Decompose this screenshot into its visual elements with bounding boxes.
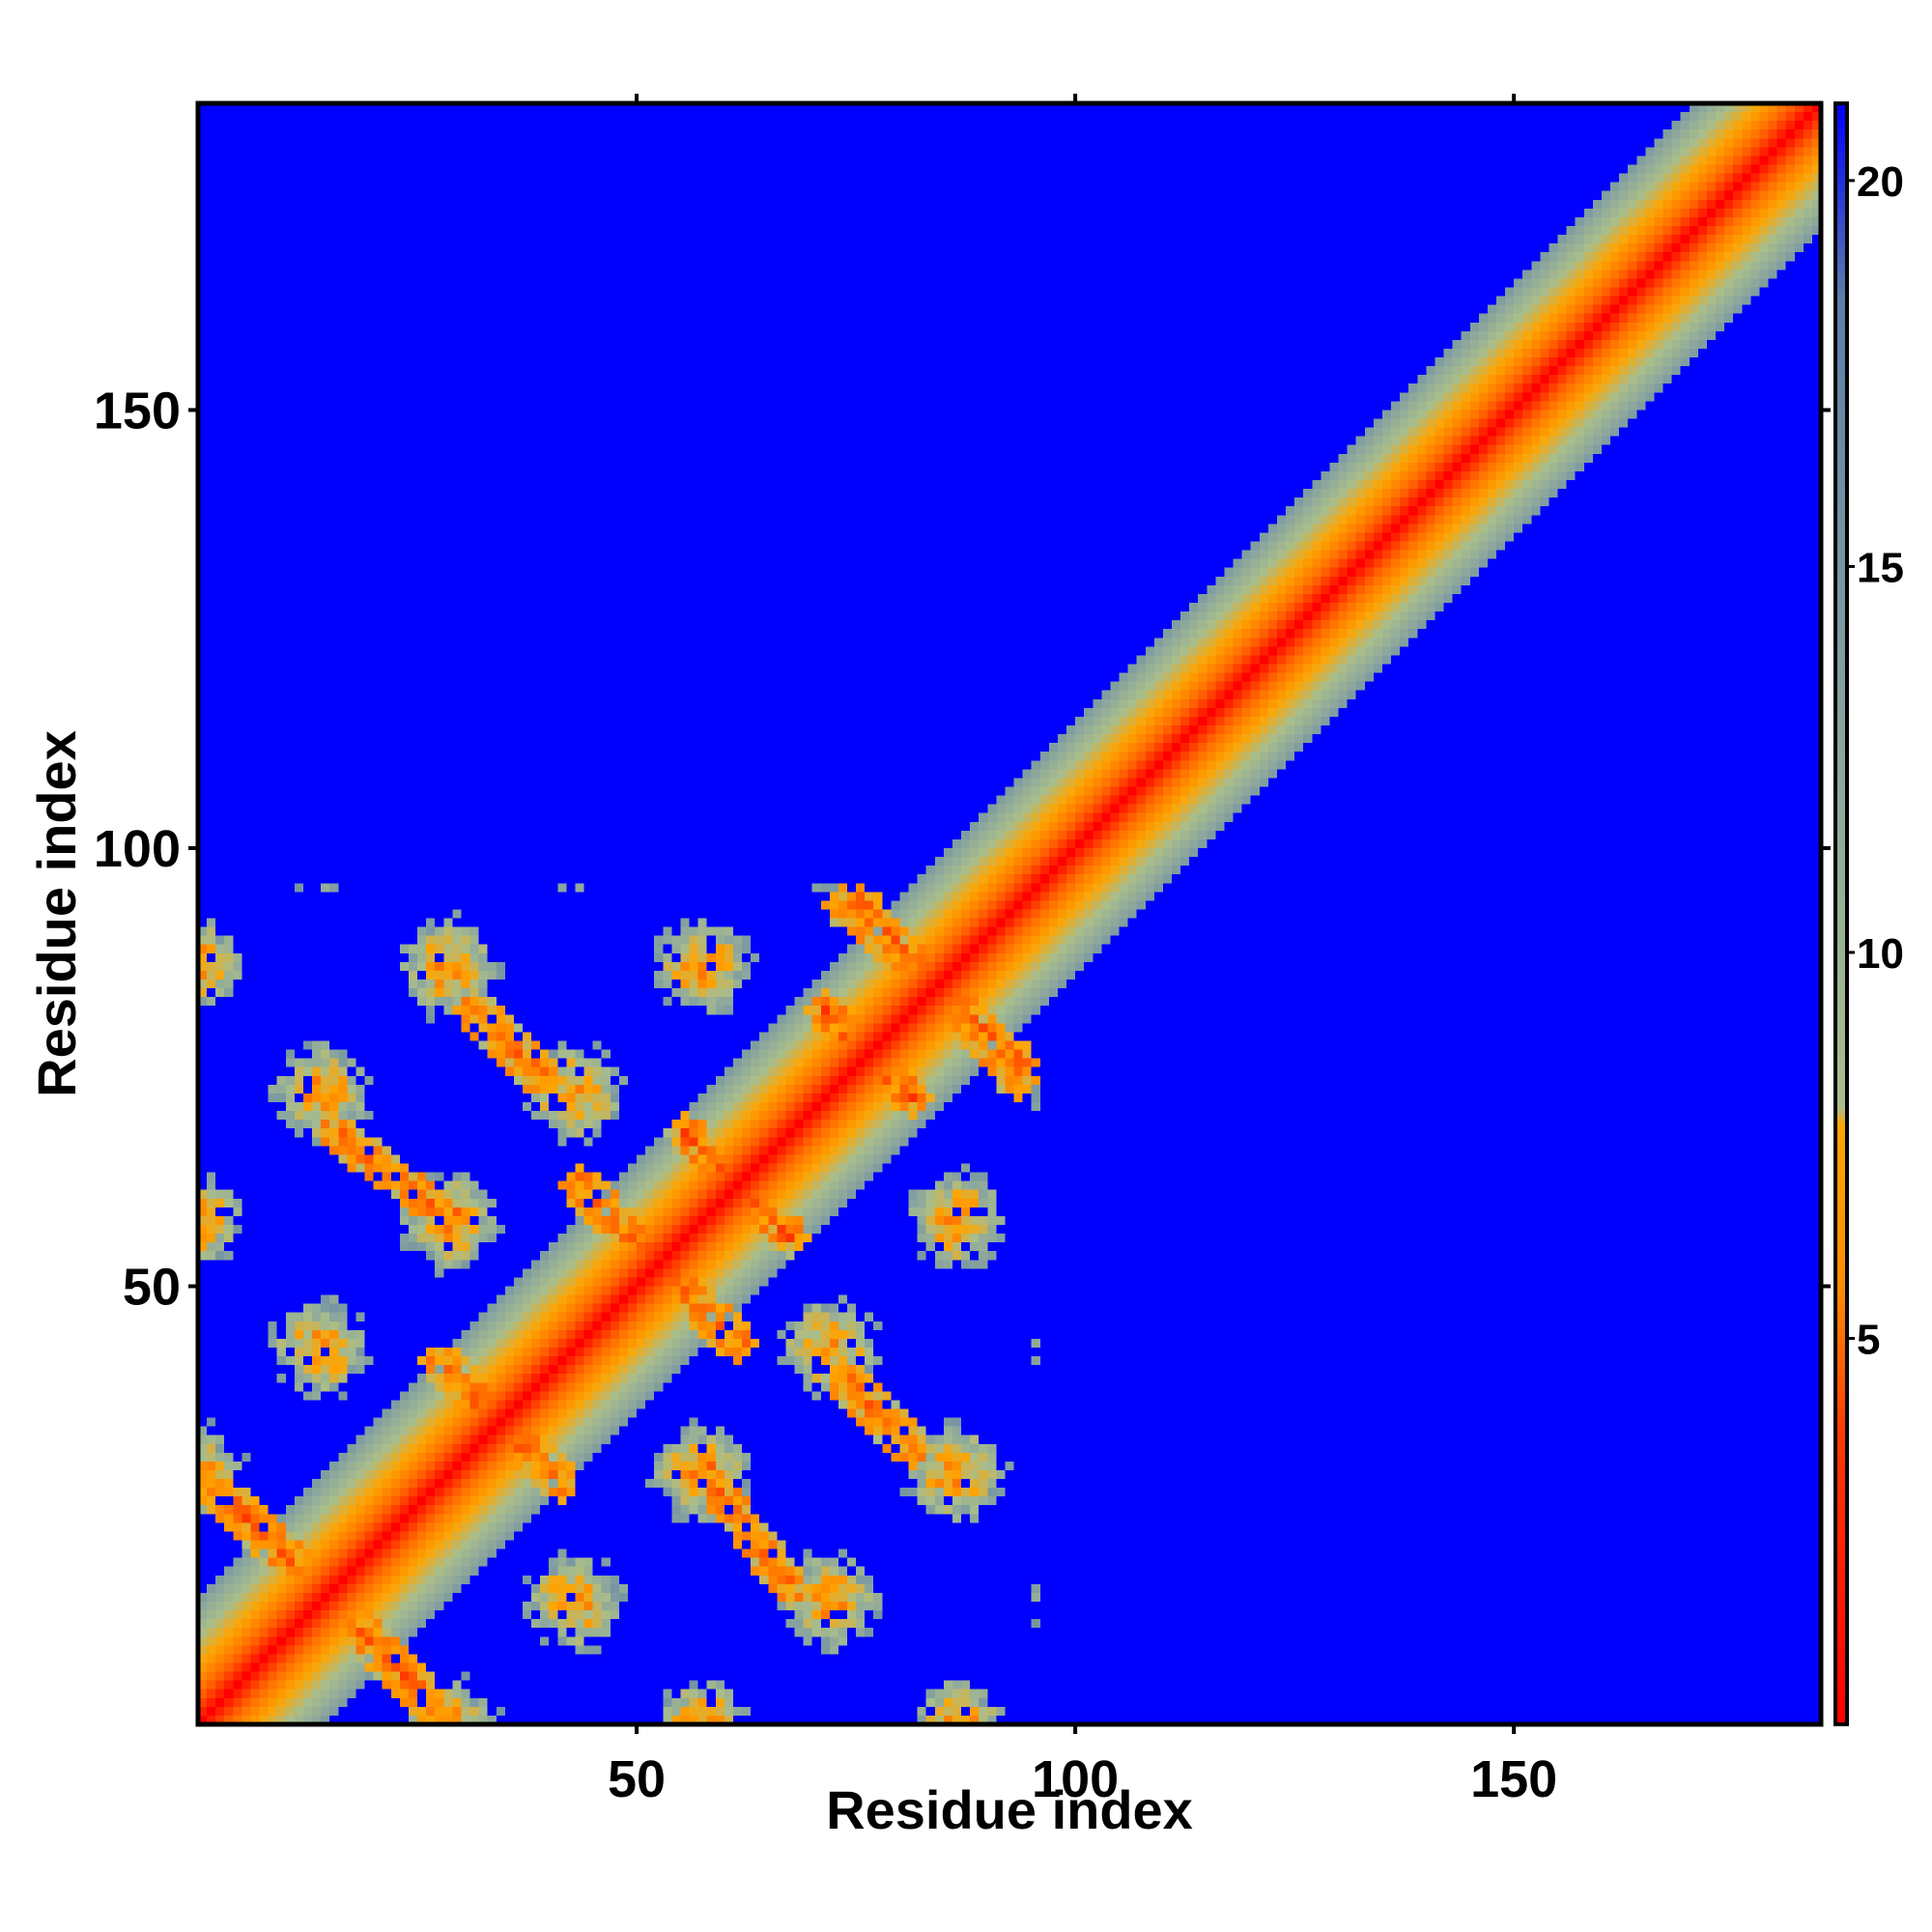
x-axis: 50 100 150 xyxy=(608,94,1557,1808)
x-tick-label: 50 xyxy=(608,1750,666,1808)
y-axis-label: Residue index xyxy=(26,730,87,1097)
y-tick-label: 50 xyxy=(123,1258,181,1316)
x-axis-label: Residue index xyxy=(826,1779,1193,1840)
heatmap-cells xyxy=(198,103,1821,1724)
x-tick-label: 100 xyxy=(1032,1750,1119,1808)
colorbar-tick-label: 5 xyxy=(1857,1316,1880,1363)
colorbar-tick-label: 15 xyxy=(1857,544,1904,591)
x-tick-label: 150 xyxy=(1470,1750,1557,1808)
heatmap-image xyxy=(198,103,1821,1724)
colorbar-tick-label: 10 xyxy=(1857,930,1904,978)
y-tick-label: 150 xyxy=(94,382,181,440)
y-tick-label: 100 xyxy=(94,820,181,878)
colorbar: 5 10 15 20 xyxy=(1833,101,1904,1726)
colorbar-gradient xyxy=(1833,101,1849,1726)
y-axis: 50 100 150 xyxy=(94,382,1831,1316)
plot-frame xyxy=(195,100,1824,1727)
colorbar-tick-label: 20 xyxy=(1857,158,1904,206)
